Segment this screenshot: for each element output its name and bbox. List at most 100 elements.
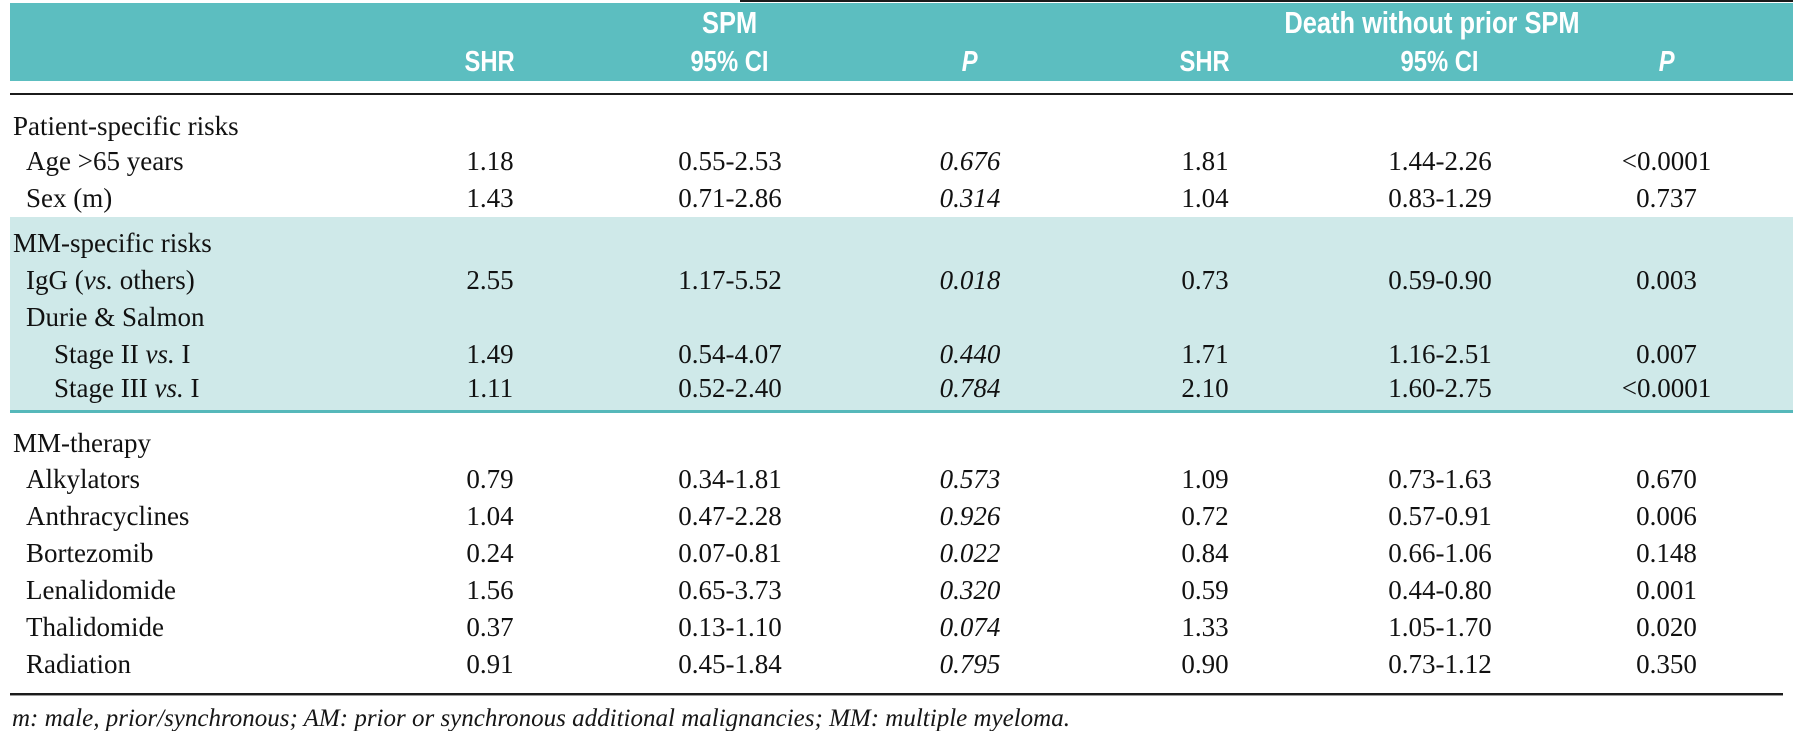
value-cell: 0.57-0.91 xyxy=(1388,500,1492,531)
value-cell: 0.003 xyxy=(1540,262,1794,299)
table-row: Durie & Salmon xyxy=(10,299,1794,336)
value-cell xyxy=(870,299,1071,336)
value-cell: 0.007 xyxy=(1540,336,1794,373)
value-cell: 1.18 xyxy=(466,146,514,176)
value-cell: 0.020 xyxy=(1636,611,1697,642)
value-cell xyxy=(1340,94,1540,143)
row-label: Thalidomide xyxy=(26,611,164,642)
value-cell xyxy=(1540,299,1794,336)
value-cell: 1.56 xyxy=(466,574,514,605)
group-header-death-label: Death without prior SPM xyxy=(1283,5,1580,40)
value-cell xyxy=(590,94,870,143)
table-row: IgG (vs. others) 2.55 1.17-5.52 0.018 0.73 0.… xyxy=(10,262,1794,299)
value-cell: 1.05-1.70 xyxy=(1388,611,1492,642)
row-label: IgG (vs. others) xyxy=(10,262,390,299)
value-cell: 0.006 xyxy=(1636,500,1697,531)
value-cell: 0.37 xyxy=(466,611,514,642)
table-row: MM-therapy xyxy=(10,412,1793,461)
value-cell xyxy=(1070,94,1340,143)
value-cell xyxy=(870,217,1071,262)
value-cell: 0.34-1.81 xyxy=(678,463,782,494)
footnote: m: male, prior/synchronous; AM: prior or… xyxy=(12,704,1070,731)
value-cell: 0.573 xyxy=(939,463,1001,494)
value-cell: 0.47-2.28 xyxy=(678,500,782,531)
header-spacer xyxy=(10,3,390,43)
value-cell: 0.676 xyxy=(939,146,1001,176)
value-cell: 1.16-2.51 xyxy=(1340,336,1541,373)
value-cell xyxy=(390,299,590,336)
col-header-ci-spm: 95% CI xyxy=(590,43,870,81)
col-header-shr-spm: SHR xyxy=(390,43,590,81)
table-row: Lenalidomide 1.56 0.65-3.73 0.320 0.59 0.44-0… xyxy=(10,572,1793,609)
regression-results-table: SPM Death without prior SPM SHR 95% CI P… xyxy=(10,3,1794,683)
value-cell xyxy=(1340,217,1541,262)
value-cell xyxy=(390,217,590,262)
value-cell: 0.90 xyxy=(1181,648,1229,679)
value-cell xyxy=(1340,412,1540,461)
table-row: Radiation 0.91 0.45-1.84 0.795 0.90 0.73-1.12… xyxy=(10,646,1793,683)
value-cell: 0.66-1.06 xyxy=(1388,537,1492,568)
value-cell: 1.04 xyxy=(466,500,514,531)
table-row: Thalidomide 0.37 0.13-1.10 0.074 1.33 1.05-1.… xyxy=(10,609,1793,646)
value-cell xyxy=(1070,217,1341,262)
value-cell: 0.926 xyxy=(939,500,1001,531)
value-cell: 0.45-1.84 xyxy=(678,648,782,679)
value-cell: 1.44-2.26 xyxy=(1388,146,1492,176)
value-cell: 0.074 xyxy=(939,611,1001,642)
value-cell: 0.320 xyxy=(939,574,1001,605)
value-cell: 1.17-5.52 xyxy=(590,262,870,299)
value-cell: 0.71-2.86 xyxy=(678,183,782,213)
row-label: Alkylators xyxy=(26,463,140,494)
value-cell xyxy=(390,412,590,461)
col-header-p-spm: P xyxy=(870,43,1071,81)
column-header-row: SHR 95% CI P SHR 95% CI P xyxy=(10,43,1794,81)
value-cell xyxy=(1340,299,1541,336)
value-cell: 0.84 xyxy=(1181,537,1229,568)
value-cell: 1.71 xyxy=(1070,336,1341,373)
table-row: Bortezomib 0.24 0.07-0.81 0.022 0.84 0.66-1.0… xyxy=(10,535,1793,572)
row-label: Patient-specific risks xyxy=(13,110,239,141)
value-cell: 0.73-1.12 xyxy=(1388,648,1492,679)
header-gap-rule xyxy=(10,81,1794,95)
value-cell: 0.001 xyxy=(1636,574,1697,605)
value-cell xyxy=(590,412,870,461)
value-cell: 0.65-3.73 xyxy=(678,574,782,605)
value-cell xyxy=(1540,412,1793,461)
value-cell: <0.0001 xyxy=(1621,146,1712,176)
group-header-spm-label: SPM xyxy=(702,5,758,40)
value-cell: 1.33 xyxy=(1181,611,1229,642)
value-cell: 0.022 xyxy=(939,537,1001,568)
value-cell: 0.314 xyxy=(939,183,1001,213)
value-cell: 0.24 xyxy=(466,537,514,568)
table-row: Sex (m) 1.43 0.71-2.86 0.314 1.04 0.83-1.29 0.… xyxy=(10,180,1793,217)
value-cell: 0.795 xyxy=(939,648,1001,679)
table-row: Anthracyclines 1.04 0.47-2.28 0.926 0.72 0.57… xyxy=(10,498,1793,535)
table-row: Stage III vs. I 1.11 0.52-2.40 0.784 2.10 1.6… xyxy=(10,373,1794,413)
row-label: MM-therapy xyxy=(13,428,151,459)
value-cell: 0.72 xyxy=(1181,500,1229,531)
value-cell xyxy=(1540,217,1794,262)
value-cell xyxy=(870,412,1070,461)
value-cell: 0.59 xyxy=(1181,574,1229,605)
value-cell: 0.55-2.53 xyxy=(678,146,782,176)
row-label: Stage II vs. I xyxy=(10,336,390,373)
value-cell: 0.148 xyxy=(1636,537,1697,568)
value-cell: 0.670 xyxy=(1636,463,1697,494)
value-cell: 0.83-1.29 xyxy=(1388,183,1492,213)
value-cell: 1.09 xyxy=(1181,463,1229,494)
value-cell: 1.60-2.75 xyxy=(1340,373,1541,413)
row-label: Radiation xyxy=(26,648,131,679)
value-cell xyxy=(1070,412,1340,461)
value-cell xyxy=(870,94,1070,143)
value-cell: 0.350 xyxy=(1636,648,1697,679)
row-label: Age >65 years xyxy=(26,146,184,176)
col-header-p-death: P xyxy=(1540,43,1794,81)
group-header-row: SPM Death without prior SPM xyxy=(10,3,1794,43)
value-cell xyxy=(1070,299,1341,336)
table-body: Patient-specific risks Age >65 years 1.18 0… xyxy=(10,94,1794,683)
group-header-spm: SPM xyxy=(390,3,1071,43)
table-row: MM-specific risks xyxy=(10,217,1794,262)
row-label: MM-specific risks xyxy=(10,217,390,262)
top-rule xyxy=(740,0,1793,2)
